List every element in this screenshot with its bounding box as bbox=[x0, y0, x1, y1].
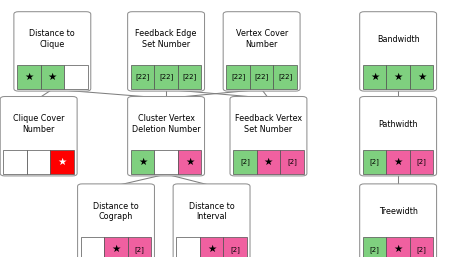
Text: [2]: [2] bbox=[230, 246, 240, 253]
Bar bbox=[223, 237, 247, 257]
Text: ★: ★ bbox=[24, 72, 33, 82]
Bar bbox=[257, 150, 280, 174]
Text: [22]: [22] bbox=[182, 74, 197, 80]
Bar bbox=[131, 65, 154, 89]
Bar bbox=[104, 237, 128, 257]
Text: [22]: [22] bbox=[231, 74, 245, 80]
FancyBboxPatch shape bbox=[223, 12, 300, 91]
Bar bbox=[386, 150, 410, 174]
FancyBboxPatch shape bbox=[14, 12, 91, 91]
Bar bbox=[410, 237, 433, 257]
Bar bbox=[250, 65, 273, 89]
Bar bbox=[363, 65, 386, 89]
Bar bbox=[363, 237, 386, 257]
Text: [2]: [2] bbox=[287, 159, 297, 165]
Text: Feedback Vertex
Set Number: Feedback Vertex Set Number bbox=[235, 114, 302, 134]
Bar bbox=[17, 65, 40, 89]
Text: ★: ★ bbox=[58, 157, 67, 167]
Bar bbox=[273, 65, 297, 89]
Bar bbox=[64, 65, 87, 89]
Bar bbox=[154, 65, 178, 89]
Text: Treewidth: Treewidth bbox=[379, 207, 418, 216]
Text: Distance to
Cograph: Distance to Cograph bbox=[93, 201, 139, 221]
Bar bbox=[200, 237, 223, 257]
Text: Bandwidth: Bandwidth bbox=[377, 35, 420, 44]
Text: ★: ★ bbox=[264, 157, 273, 167]
Text: [2]: [2] bbox=[369, 159, 379, 165]
Text: Distance to
Clique: Distance to Clique bbox=[30, 29, 75, 49]
Bar bbox=[280, 150, 303, 174]
Text: ★: ★ bbox=[394, 244, 403, 254]
Text: [2]: [2] bbox=[135, 246, 145, 253]
Text: ★: ★ bbox=[111, 244, 121, 254]
Text: ★: ★ bbox=[394, 157, 403, 167]
Text: ★: ★ bbox=[138, 157, 147, 167]
FancyBboxPatch shape bbox=[77, 184, 154, 257]
Bar bbox=[27, 150, 51, 174]
Text: [22]: [22] bbox=[136, 74, 150, 80]
FancyBboxPatch shape bbox=[173, 184, 250, 257]
Text: [22]: [22] bbox=[254, 74, 269, 80]
Bar bbox=[81, 237, 104, 257]
Bar bbox=[363, 150, 386, 174]
Text: [22]: [22] bbox=[278, 74, 292, 80]
Text: Vertex Cover
Number: Vertex Cover Number bbox=[236, 29, 288, 49]
FancyBboxPatch shape bbox=[127, 96, 204, 176]
Text: ★: ★ bbox=[370, 72, 379, 82]
Text: ★: ★ bbox=[417, 72, 426, 82]
Text: [2]: [2] bbox=[417, 159, 427, 165]
Text: Cluster Vertex
Deletion Number: Cluster Vertex Deletion Number bbox=[132, 114, 200, 134]
Bar bbox=[410, 65, 433, 89]
FancyBboxPatch shape bbox=[127, 12, 204, 91]
FancyBboxPatch shape bbox=[359, 96, 437, 176]
Bar bbox=[131, 150, 154, 174]
FancyBboxPatch shape bbox=[0, 96, 77, 176]
Bar bbox=[178, 65, 201, 89]
Bar bbox=[177, 237, 200, 257]
Bar bbox=[410, 150, 433, 174]
Bar bbox=[386, 65, 410, 89]
Text: ★: ★ bbox=[185, 157, 194, 167]
Text: [22]: [22] bbox=[159, 74, 173, 80]
Bar bbox=[4, 150, 27, 174]
Bar bbox=[226, 65, 250, 89]
Bar bbox=[233, 150, 257, 174]
Text: Clique Cover
Number: Clique Cover Number bbox=[13, 114, 65, 134]
Bar bbox=[40, 65, 64, 89]
Text: Distance to
Interval: Distance to Interval bbox=[189, 201, 234, 221]
Text: ★: ★ bbox=[207, 244, 216, 254]
Bar bbox=[51, 150, 74, 174]
Text: ★: ★ bbox=[48, 72, 57, 82]
Bar bbox=[178, 150, 201, 174]
FancyBboxPatch shape bbox=[230, 96, 307, 176]
Bar bbox=[154, 150, 178, 174]
FancyBboxPatch shape bbox=[359, 184, 437, 257]
Text: [2]: [2] bbox=[369, 246, 379, 253]
Bar bbox=[128, 237, 152, 257]
Text: Pathwidth: Pathwidth bbox=[379, 120, 418, 128]
Text: [2]: [2] bbox=[417, 246, 427, 253]
Text: ★: ★ bbox=[394, 72, 403, 82]
FancyBboxPatch shape bbox=[359, 12, 437, 91]
Text: [2]: [2] bbox=[240, 159, 250, 165]
Text: Feedback Edge
Set Number: Feedback Edge Set Number bbox=[136, 29, 197, 49]
Bar bbox=[386, 237, 410, 257]
